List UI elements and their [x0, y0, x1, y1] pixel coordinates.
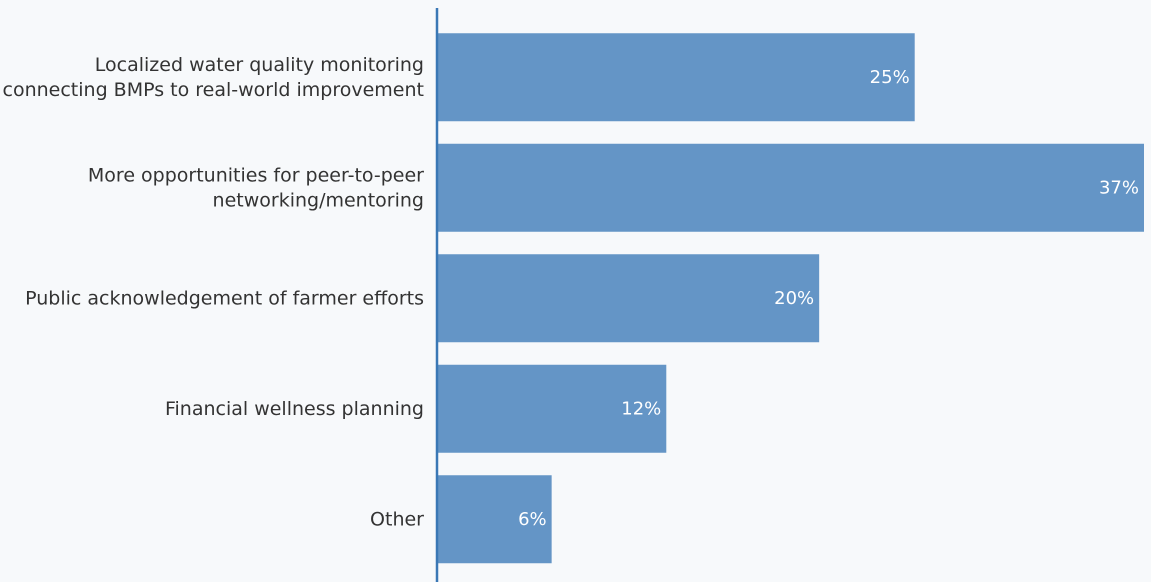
bar-4	[437, 364, 667, 453]
bar-value-label-5: 6%	[518, 509, 547, 530]
bar-value-label-4: 12%	[621, 398, 661, 419]
bars-group: 25% 37% 20% 12% 6%	[437, 33, 1144, 564]
category-label-line: Public acknowledgement of farmer efforts	[25, 287, 424, 309]
bar-value-label-3: 20%	[774, 288, 814, 309]
bar-value-label-2: 37%	[1099, 177, 1139, 198]
category-label-1: Localized water quality monitoring connec…	[3, 54, 424, 101]
category-label-line: Financial wellness planning	[165, 398, 424, 420]
category-labels-group: Localized water quality monitoring connec…	[3, 54, 425, 531]
category-label-3: Public acknowledgement of farmer efforts	[25, 287, 424, 309]
bar-2	[437, 143, 1144, 232]
bar-value-label-1: 25%	[870, 67, 910, 88]
category-label-line: connecting BMPs to real-world improvemen…	[3, 79, 424, 101]
category-label-line: More opportunities for peer-to-peer	[88, 164, 424, 186]
bar-5	[437, 475, 552, 564]
bar-1	[437, 33, 915, 122]
category-label-4: Financial wellness planning	[165, 398, 424, 420]
category-label-2: More opportunities for peer-to-peer netwo…	[88, 164, 424, 211]
category-label-line: Localized water quality monitoring	[95, 54, 424, 76]
bar-3	[437, 254, 820, 343]
category-label-5: Other	[370, 508, 424, 530]
category-label-line: Other	[370, 508, 424, 530]
category-label-line: networking/mentoring	[213, 189, 424, 211]
